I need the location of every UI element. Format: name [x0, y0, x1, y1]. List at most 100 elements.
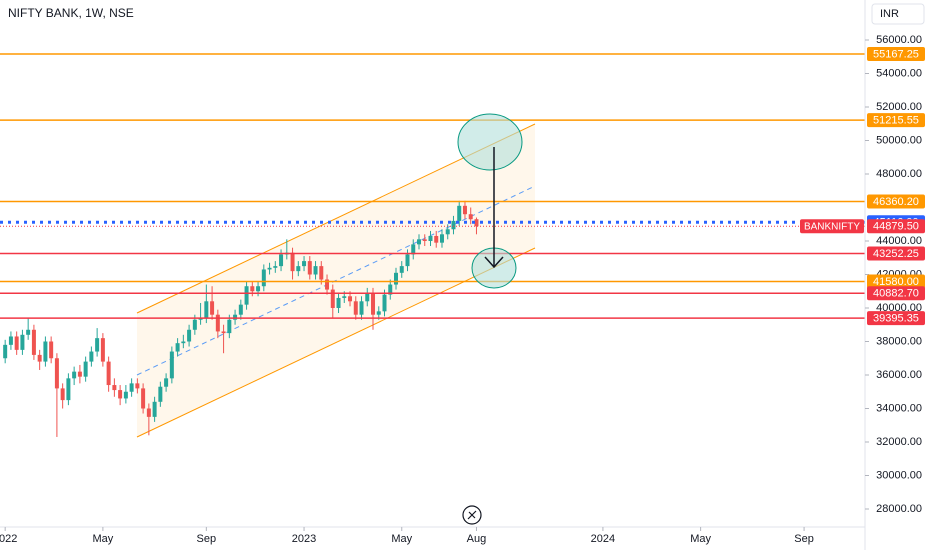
price-tag-label: 40882.70 [873, 288, 919, 300]
candle-body [428, 235, 433, 241]
arrow-head [484, 256, 504, 269]
y-tick-label: 34000.00 [876, 402, 922, 414]
candle-body [100, 338, 105, 362]
candle-body [342, 296, 347, 298]
candle-body [77, 371, 82, 377]
candle-body [330, 289, 335, 308]
candle-body [394, 272, 399, 285]
price-tag-label: 41580.00 [873, 276, 919, 288]
candle-body [72, 371, 77, 379]
candle-body [233, 314, 238, 320]
y-tick-label: 56000.00 [876, 34, 922, 46]
price-tag-label: 43252.25 [873, 248, 919, 260]
price-tag [867, 113, 925, 128]
candle-body [210, 301, 215, 315]
candle-body [26, 329, 31, 335]
candle-body [106, 361, 111, 386]
price-tag [867, 274, 925, 289]
candle-body [405, 254, 410, 267]
candle-body [49, 341, 54, 359]
symbol-tag [800, 219, 864, 234]
candle-body [181, 341, 186, 344]
currency-button[interactable] [871, 3, 925, 25]
price-tag [867, 219, 925, 234]
x-tick-label: May [92, 533, 113, 545]
candle-body [399, 266, 404, 273]
y-tick-label: 44000.00 [876, 235, 922, 247]
candle-body [451, 220, 456, 230]
candle-body [325, 279, 330, 290]
price-tag [867, 286, 925, 301]
candle-body [14, 336, 19, 350]
candle-body [54, 358, 59, 389]
price-axis: 28000.00 30000.00 32000.00 34000.00 36000.00… [0, 34, 925, 545]
candle-body [411, 244, 416, 255]
candle-body [215, 314, 220, 332]
symbol-tag-label: BANKNIFTY [804, 221, 860, 232]
channel-lower [136, 247, 536, 438]
candle-body [371, 292, 376, 315]
candle-body [348, 296, 353, 302]
y-tick-label: 32000.00 [876, 436, 922, 448]
plot-area [0, 53, 865, 437]
x-tick-label: 2022 [0, 533, 17, 545]
candle-body [468, 214, 473, 220]
candle-body [296, 266, 301, 272]
candle-body [359, 301, 364, 315]
candle-body [279, 254, 284, 267]
candle-body [221, 331, 226, 334]
price-tag-label: 55167.25 [873, 48, 919, 60]
candle-body [319, 266, 324, 280]
x-tick-label: Sep [794, 533, 814, 545]
candle-body [244, 286, 249, 305]
price-tag [867, 311, 925, 326]
candle-body [43, 341, 48, 362]
channel-mid [136, 185, 536, 376]
logo-mark [467, 510, 477, 520]
candle-body [267, 267, 272, 270]
target-circle [457, 113, 523, 171]
candle-body [198, 318, 203, 320]
chart-title: NIFTY BANK, 1W, NSE [8, 6, 134, 20]
x-tick-label: Aug [467, 533, 487, 545]
candle-body [129, 383, 134, 392]
candle-body [307, 261, 312, 275]
price-tag [867, 246, 925, 261]
candle-body [204, 301, 209, 319]
candle-body [60, 388, 65, 401]
y-tick-label: 36000.00 [876, 369, 922, 381]
candle-body [3, 344, 8, 359]
candle-body [227, 319, 232, 334]
candle-body [256, 286, 261, 292]
candle-body [353, 301, 358, 315]
candle-body [445, 229, 450, 235]
candle-body [250, 286, 255, 292]
candle-body [192, 319, 197, 330]
candle-body [457, 205, 462, 221]
candle-body [37, 354, 42, 362]
y-tick-label: 54000.00 [876, 67, 922, 79]
candle-body [261, 269, 266, 287]
candle-body [164, 378, 169, 387]
candle-body [135, 383, 140, 389]
candle-body [474, 219, 479, 227]
y-tick-label: 48000.00 [876, 168, 922, 180]
candle-body [462, 205, 467, 215]
candle-body [376, 311, 381, 315]
x-tick-label: May [690, 533, 711, 545]
price-tag-label: 39395.35 [873, 313, 919, 325]
price-tag-label: 51215.55 [873, 115, 919, 127]
candle-body [146, 408, 151, 417]
candle-body [31, 329, 36, 355]
currency-label[interactable]: INR [880, 8, 899, 20]
candle-body [83, 361, 88, 377]
logo [462, 505, 482, 525]
x-tick-label: Sep [197, 533, 217, 545]
y-tick-label: 28000.00 [876, 503, 922, 515]
candle-body [123, 391, 128, 399]
y-tick-label: 52000.00 [876, 101, 922, 113]
candle-body [66, 378, 71, 401]
